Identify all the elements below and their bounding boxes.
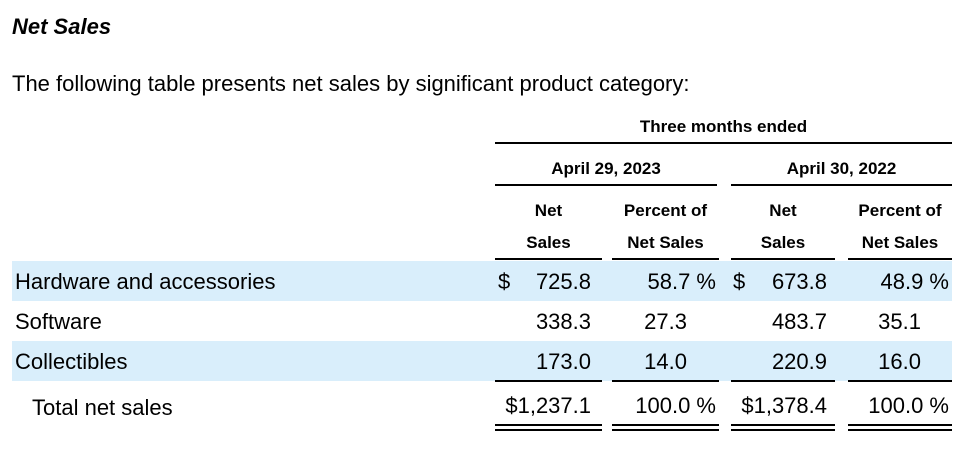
col-rule-4 — [848, 258, 952, 260]
col-rule-3 — [731, 258, 835, 260]
subtotal-rule-2 — [612, 380, 719, 382]
cell-software-net-2023: 338.3 — [535, 309, 591, 334]
row-label-collectibles: Collectibles — [15, 349, 128, 374]
subtotal-rule-1 — [495, 380, 602, 382]
cell-collectibles-pct-2022: 16.0 — [878, 349, 921, 374]
col-net-sales-2022-line1: Net — [769, 201, 797, 220]
intro-text: The following table presents net sales b… — [12, 71, 690, 96]
cell-total-pct-2022: 100.0 % — [868, 393, 949, 418]
section-heading: Net Sales — [12, 14, 112, 39]
cell-hardware-pct-2022: 48.9 % — [880, 269, 950, 294]
total-double-rule-3 — [731, 424, 835, 431]
col-net-sales-2023-line1: Net — [534, 201, 563, 220]
currency-symbol-2023: $ — [498, 269, 511, 294]
col-rule-1 — [495, 258, 602, 260]
col-pct-2023-line2: Net Sales — [627, 233, 704, 252]
period-2022-rule — [731, 184, 952, 186]
cell-software-pct-2023: 27.3 — [644, 309, 687, 334]
row-label-software: Software — [15, 309, 102, 334]
cell-software-net-2022: 483.7 — [771, 309, 827, 334]
row-label-total: Total net sales — [32, 395, 173, 420]
total-double-rule-2 — [612, 424, 719, 431]
cell-hardware-net-2022: 673.8 — [771, 269, 827, 294]
period-header: Three months ended — [639, 117, 808, 136]
subtotal-rule-3 — [731, 380, 835, 382]
period-2023-rule — [495, 184, 717, 186]
row-shade-collectibles — [12, 341, 952, 381]
cell-hardware-net-2023: 725.8 — [535, 269, 591, 294]
cell-collectibles-net-2023: 173.0 — [535, 349, 591, 374]
currency-symbol-2022: $ — [733, 269, 746, 294]
subtotal-rule-4 — [848, 380, 952, 382]
cell-software-pct-2022: 35.1 — [878, 309, 921, 334]
period-2022-header: April 30, 2022 — [786, 159, 897, 178]
col-pct-2022-line2: Net Sales — [861, 233, 939, 252]
row-shade-hardware — [12, 261, 952, 301]
col-net-sales-2022-line2: Sales — [760, 233, 806, 252]
cell-total-net-2022: $1,378.4 — [741, 393, 827, 418]
row-label-hardware: Hardware and accessories — [15, 269, 276, 294]
cell-collectibles-pct-2023: 14.0 — [644, 349, 687, 374]
period-rule — [495, 142, 952, 144]
col-pct-2022-line1: Percent of — [858, 201, 942, 220]
cell-hardware-pct-2023: 58.7 % — [647, 269, 717, 294]
col-pct-2023-line1: Percent of — [623, 201, 708, 220]
cell-collectibles-net-2022: 220.9 — [771, 349, 827, 374]
col-rule-2 — [612, 258, 719, 260]
cell-total-net-2023: $1,237.1 — [505, 393, 591, 418]
period-2023-header: April 29, 2023 — [551, 159, 661, 178]
col-net-sales-2023-line2: Sales — [526, 233, 571, 252]
total-double-rule-4 — [848, 424, 952, 431]
cell-total-pct-2023: 100.0 % — [635, 393, 716, 418]
total-double-rule-1 — [495, 424, 602, 431]
